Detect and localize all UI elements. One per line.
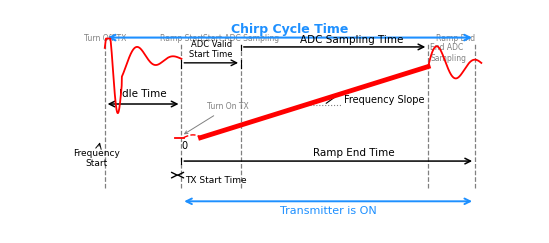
Text: Frequency Slope: Frequency Slope [344, 95, 425, 105]
Text: Chirp Cycle Time: Chirp Cycle Time [231, 23, 349, 36]
Text: Ramp End: Ramp End [436, 34, 475, 43]
Text: Turn On TX: Turn On TX [184, 103, 249, 134]
Text: Start ADC Sampling: Start ADC Sampling [203, 34, 279, 43]
Text: ADC Valid
Start Time: ADC Valid Start Time [189, 40, 233, 60]
Text: 0: 0 [182, 141, 188, 151]
Text: Idle Time: Idle Time [119, 89, 167, 99]
Text: End ADC
Sampling: End ADC Sampling [430, 43, 466, 63]
Text: Turn Off TX: Turn Off TX [83, 34, 126, 43]
Text: Transmitter is ON: Transmitter is ON [280, 206, 377, 216]
Text: Ramp End Time: Ramp End Time [313, 148, 395, 158]
Text: TX Start Time: TX Start Time [185, 176, 247, 185]
Text: Ramp Start: Ramp Start [160, 34, 203, 43]
Text: ADC Sampling Time: ADC Sampling Time [300, 35, 404, 45]
Text: Frequency
Start: Frequency Start [73, 149, 120, 168]
